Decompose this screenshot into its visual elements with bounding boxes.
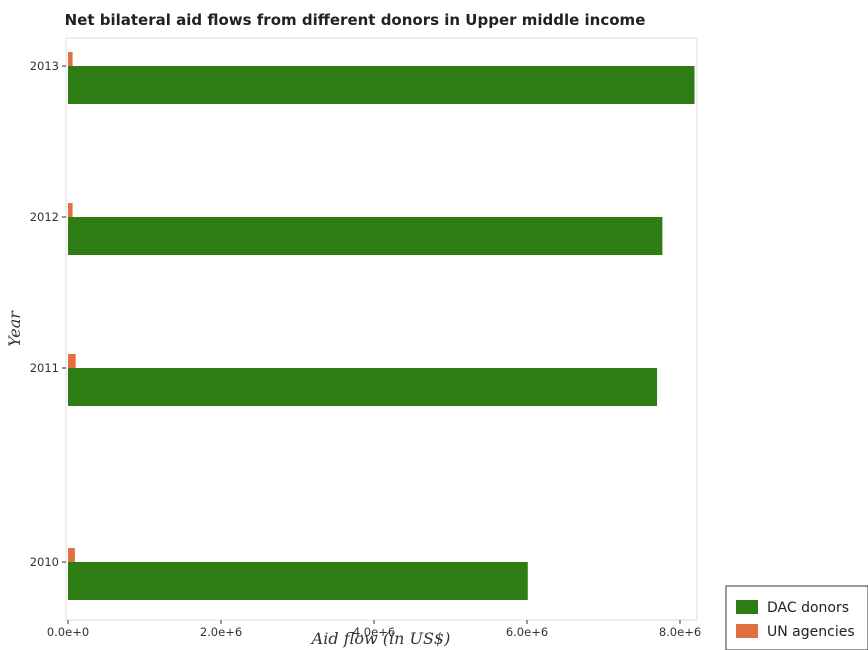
bar-un-agencies-2010 bbox=[68, 548, 75, 562]
x-tick-label-3: 6.0e+6 bbox=[506, 625, 548, 639]
y-tick-label-2012: 2012 bbox=[30, 210, 59, 224]
y-tick-label-2011: 2011 bbox=[30, 361, 59, 375]
legend-box bbox=[725, 585, 868, 650]
x-tick-label-1: 2.0e+6 bbox=[200, 625, 242, 639]
bar-un-agencies-2013 bbox=[68, 52, 73, 66]
y-axis-ticks: 2010 2011 2012 2013 bbox=[30, 59, 66, 569]
x-tick-label-0: 0.0e+0 bbox=[47, 625, 89, 639]
legend-label-0: DAC donors bbox=[767, 600, 849, 616]
x-axis-label: Aid flow (in US$) bbox=[310, 629, 451, 648]
bar-dac-donors-2013 bbox=[68, 66, 695, 104]
y-tick-label-2013: 2013 bbox=[30, 59, 59, 73]
legend-swatch-0 bbox=[736, 600, 758, 614]
legend: DAC donors UN agencies bbox=[725, 585, 868, 650]
x-tick-label-2: 4.0e+6 bbox=[353, 625, 395, 639]
legend-label-1: UN agencies bbox=[767, 624, 855, 640]
x-axis-ticks: 0.0e+0 2.0e+6 4.0e+6 6.0e+6 8.0e+6 bbox=[47, 620, 701, 639]
y-axis-label: Year bbox=[5, 310, 24, 347]
legend-swatch-1 bbox=[736, 624, 758, 638]
bars-layer bbox=[68, 52, 695, 600]
bar-dac-donors-2010 bbox=[68, 562, 528, 600]
chart-title: Net bilateral aid flows from different d… bbox=[65, 11, 646, 29]
bar-dac-donors-2012 bbox=[68, 217, 663, 255]
plot-area bbox=[65, 37, 698, 621]
bar-dac-donors-2011 bbox=[68, 368, 658, 406]
bar-un-agencies-2011 bbox=[68, 354, 76, 368]
y-tick-label-2010: 2010 bbox=[30, 555, 59, 569]
bar-un-agencies-2012 bbox=[68, 203, 73, 217]
x-tick-label-4: 8.0e+6 bbox=[659, 625, 701, 639]
